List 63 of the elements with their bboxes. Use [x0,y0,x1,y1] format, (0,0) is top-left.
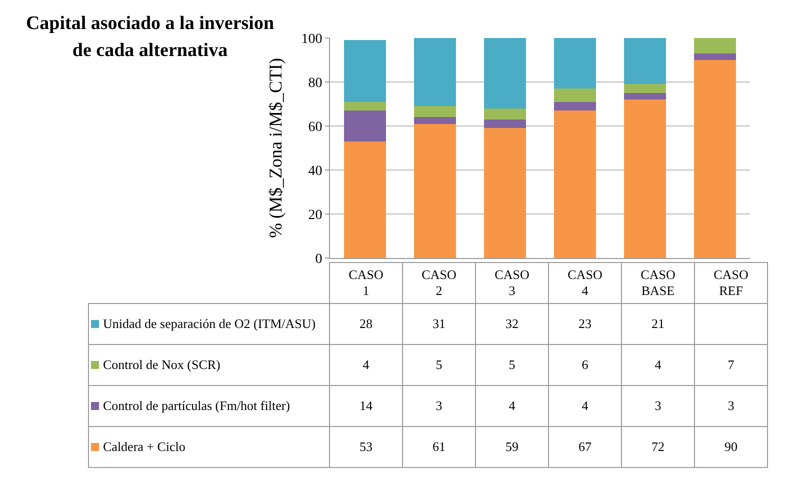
bar [554,110,596,258]
bar [414,106,456,118]
bar [344,40,386,102]
bar [484,38,526,108]
bar [484,119,526,128]
data-label: 21 [622,304,694,344]
data-label: 4 [330,344,402,386]
legend-label: Unidad de separación de O2 (ITM/ASU) [103,316,316,331]
bar [554,38,596,89]
bar [484,128,526,258]
legend-label: Caldera + Ciclo [103,439,186,454]
data-label: 14 [330,386,402,426]
bar [624,84,666,93]
data-label: 59 [476,426,548,468]
data-label: 3 [402,386,476,426]
legend-label: Control de Nox (SCR) [103,357,220,372]
x-tick-label: CASO 2 [402,262,476,304]
data-label: 3 [622,386,694,426]
x-tick-label: CASO 4 [548,262,622,304]
data-label: 72 [622,426,694,468]
bar [414,38,456,106]
data-label: 32 [476,304,548,344]
y-tick-label: 20 [308,208,322,223]
bar [694,60,736,258]
bar [694,53,736,60]
y-axis-title: % (M$_Zona i/M$_CTI) [265,58,286,238]
bar [624,100,666,258]
x-tick-label: CASO BASE [622,262,694,304]
data-label: 5 [476,344,548,386]
bar [344,102,386,111]
bar [414,124,456,258]
data-label: 28 [330,304,402,344]
bar [484,108,526,120]
data-label: 7 [694,344,768,386]
data-label: 4 [476,386,548,426]
x-tick-label: CASO REF [694,262,768,304]
bar [344,141,386,258]
bar [344,110,386,142]
y-tick-label: 100 [301,32,322,47]
data-label: 90 [694,426,768,468]
y-tick-label: 80 [308,76,322,91]
data-label: 4 [548,386,622,426]
data-label: 67 [548,426,622,468]
bar [414,117,456,124]
bar [694,38,736,54]
y-tick-label: 0 [315,252,322,267]
bar [554,88,596,102]
data-label: 5 [402,344,476,386]
data-label: 6 [548,344,622,386]
y-tick-label: 40 [308,164,322,179]
x-tick-label: CASO 3 [476,262,548,304]
legend-label: Control de partículas (Fm/hot filter) [103,398,290,413]
bar [624,38,666,84]
bar [624,93,666,100]
y-tick-label: 60 [308,120,322,135]
data-label: 4 [622,344,694,386]
data-label: 53 [330,426,402,468]
data-label: 3 [694,386,768,426]
data-label: 23 [548,304,622,344]
data-label: 61 [402,426,476,468]
x-tick-label: CASO 1 [330,262,402,304]
data-label: 31 [402,304,476,344]
bar [554,102,596,111]
